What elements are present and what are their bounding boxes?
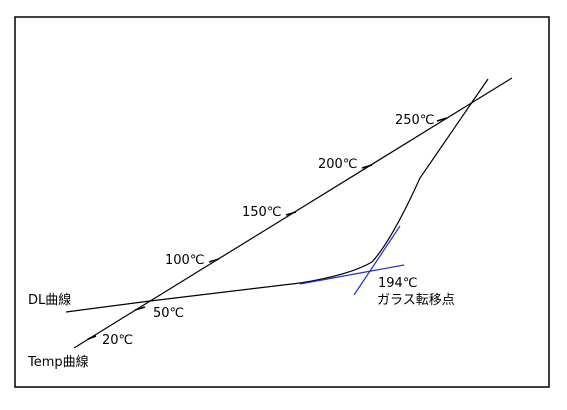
tg-value-label: 194℃ <box>378 276 417 291</box>
tick-50 <box>134 306 146 311</box>
label-100c: 100℃ <box>165 253 204 268</box>
label-50c: 50℃ <box>153 306 184 321</box>
tick-250 <box>436 117 448 122</box>
dl-curve-line <box>65 78 489 313</box>
label-20c: 20℃ <box>102 333 133 348</box>
label-200c: 200℃ <box>318 157 357 172</box>
diagram-frame <box>14 16 550 388</box>
temp-curve-label: Temp曲線 <box>27 354 89 370</box>
tick-100 <box>208 258 220 263</box>
tick-200 <box>361 164 373 169</box>
dl-curve-label: DL曲線 <box>28 292 71 308</box>
label-250c: 250℃ <box>395 113 434 128</box>
tick-150 <box>285 211 297 216</box>
tangent-line-high <box>353 225 401 296</box>
label-150c: 150℃ <box>242 205 281 220</box>
tg-name-label: ガラス転移点 <box>377 293 455 308</box>
tangent-line-low <box>299 264 405 285</box>
tick-20 <box>87 335 97 340</box>
